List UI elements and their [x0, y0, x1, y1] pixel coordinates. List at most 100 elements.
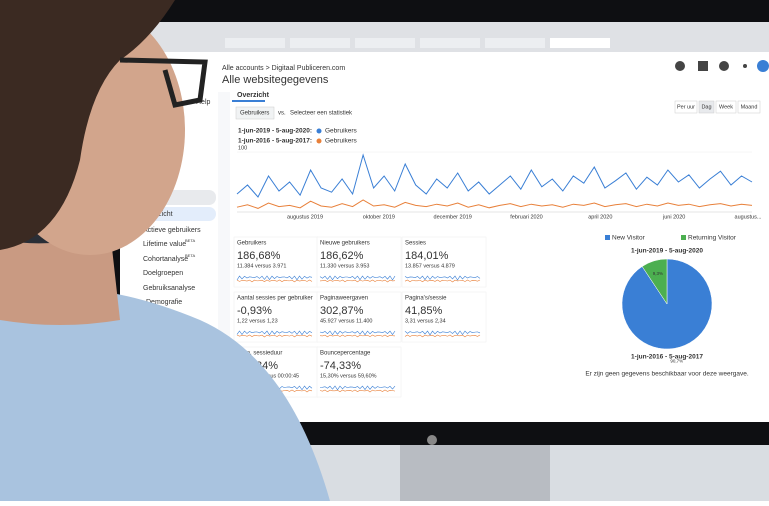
icon[interactable]: [719, 61, 729, 71]
tab[interactable]: [225, 38, 285, 48]
x-tick-label: februari 2020: [510, 214, 542, 220]
pie-title: 1-jun-2019 - 5-aug-2020: [631, 248, 703, 255]
metric-card[interactable]: [233, 236, 319, 288]
pie-footer: 1-jun-2016 - 5-aug-2017: [631, 354, 703, 361]
metric-sub: 15,30% versus 59,60%: [320, 373, 377, 379]
y-tick-label: 100: [238, 145, 247, 151]
sidebar-item[interactable]: Doelgroepen: [143, 270, 183, 277]
metric-value: -74,33%: [320, 360, 361, 372]
legend-swatch: [316, 138, 322, 144]
legend-label: Gebruikers: [325, 128, 358, 135]
granularity-button[interactable]: [737, 100, 761, 114]
help-link[interactable]: Help: [196, 99, 211, 106]
legend-range: 1-jun-2019 - 5-aug-2020:: [238, 128, 312, 135]
overview-tab[interactable]: Overzicht: [237, 92, 270, 99]
metric-name: Pagina's/sessie: [405, 296, 447, 302]
granularity-buttons: Per uur Dag Week Maand: [674, 100, 761, 114]
metric-value: 186,62%: [320, 250, 364, 262]
view-title[interactable]: Alle websitegegevens: [222, 74, 329, 86]
line-chart: 1-jun-2019 - 5-aug-2020: Gebruikers 1-jun-…: [236, 128, 762, 220]
sparkline: [319, 334, 396, 338]
metric-card[interactable]: [316, 346, 402, 398]
sparkline: [319, 275, 396, 281]
slice-label: 9,3%: [653, 271, 663, 276]
app-header: [120, 52, 769, 92]
breadcrumb[interactable]: Alle accounts > Digitaal Publiceren.com: [222, 65, 345, 72]
beta-tag: BETA: [185, 253, 195, 258]
metric-name: Gem. sessieduur: [237, 351, 282, 357]
metric-cards: Gebruikers 186,68%11.384 versus 3.971 Nieu…: [233, 236, 487, 398]
series-line: [236, 153, 753, 198]
metric-value: 186,68%: [237, 250, 281, 262]
sparkline: [236, 275, 313, 281]
icon[interactable]: [743, 64, 747, 68]
sidebar-item[interactable]: Actieve gebruikers: [143, 227, 201, 234]
sparkline: [404, 279, 481, 283]
x-tick-label: december 2019: [434, 214, 472, 220]
sparkline: [404, 334, 481, 338]
metric-card[interactable]: [233, 291, 319, 343]
granularity-label[interactable]: Week: [719, 104, 733, 110]
vs-label: vs.: [278, 111, 286, 117]
person: [0, 0, 330, 501]
sidebar-item[interactable]: Cohortanalyse: [143, 256, 188, 263]
metric-dropdown[interactable]: [235, 106, 275, 120]
x-tick-label: augustus...: [735, 214, 762, 220]
tab[interactable]: [550, 38, 610, 48]
icon[interactable]: [675, 61, 685, 71]
browser-tabs: [225, 38, 610, 48]
tab[interactable]: [355, 38, 415, 48]
metric-sub: 11.330 versus 3.953: [320, 263, 369, 269]
avatar[interactable]: [757, 60, 769, 72]
legend-swatch: [681, 235, 686, 240]
x-tick-label: juni 2020: [662, 214, 685, 220]
sparkline: [236, 330, 313, 336]
sidebar-item[interactable]: Gebruiksanalyse: [143, 285, 195, 292]
sparkline: [404, 275, 481, 281]
metric-name: Sessies: [405, 241, 426, 247]
legend-label: New Visitor: [612, 235, 646, 242]
metric-name: Nieuwe gebruikers: [320, 241, 370, 247]
granularity-label[interactable]: Per uur: [677, 104, 695, 110]
sparkline: [319, 330, 396, 336]
pie-chart: New Visitor Returning Visitor 1-jun-2019 -…: [585, 235, 749, 378]
tab[interactable]: [485, 38, 545, 48]
metric-name: Gebruikers: [237, 241, 266, 247]
beta-tag: BETA: [185, 238, 195, 243]
legend-swatch: [316, 128, 322, 134]
granularity-button[interactable]: [715, 100, 737, 114]
metric-card[interactable]: [316, 291, 402, 343]
tab[interactable]: [290, 38, 350, 48]
monitor-stand: [400, 440, 550, 501]
sidebar-item[interactable]: Lifetime value: [143, 241, 186, 248]
legend-label: Returning Visitor: [688, 235, 737, 242]
select-metric[interactable]: Selecteer een statistiek: [290, 111, 353, 117]
sparkline: [319, 279, 396, 283]
legend-range: 1-jun-2016 - 5-aug-2017:: [238, 138, 312, 145]
slice-label: 90,7%: [670, 359, 683, 364]
metric-label[interactable]: Gebruikers: [240, 111, 269, 117]
sparkline: [236, 279, 313, 283]
x-tick-label: oktober 2019: [363, 214, 395, 220]
icon[interactable]: [698, 61, 708, 71]
pie-slice: [641, 258, 668, 305]
x-tick-label: augustus 2019: [287, 214, 323, 220]
shirt: [0, 288, 330, 501]
metric-card[interactable]: [401, 236, 487, 288]
metric-value: 41,85%: [405, 305, 443, 317]
granularity-label[interactable]: Maand: [741, 104, 758, 110]
metric-value: -0,93%: [237, 305, 272, 317]
logo: [427, 435, 437, 445]
metric-value: 302,87%: [320, 305, 364, 317]
metric-card[interactable]: [401, 291, 487, 343]
sidebar-item[interactable]: Demografie: [146, 299, 182, 306]
granularity-button[interactable]: [674, 100, 698, 114]
metric-name: Paginaweergaven: [320, 296, 368, 302]
legend-swatch: [605, 235, 610, 240]
granularity-button[interactable]: [698, 100, 715, 114]
tab[interactable]: [420, 38, 480, 48]
x-tick-label: april 2020: [588, 214, 612, 220]
granularity-label[interactable]: Dag: [701, 104, 711, 110]
series-line: [236, 199, 753, 209]
